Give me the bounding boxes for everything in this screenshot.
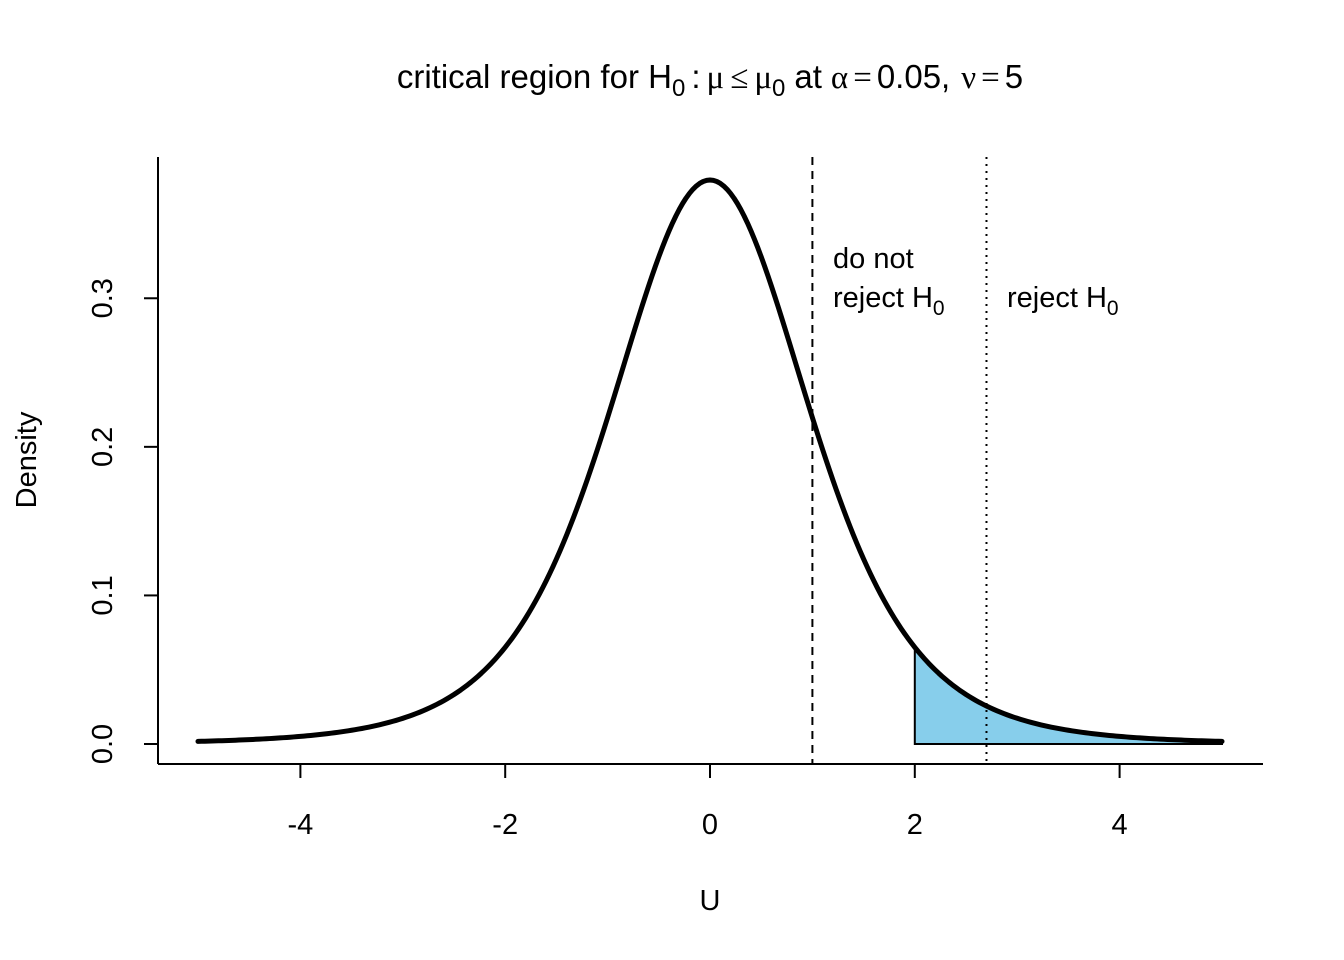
chart-title: critical region for H0: μ ≤ μ0 at α = 0.05, ν = 5 xyxy=(397,58,1023,102)
y-axis-label: Density xyxy=(11,411,43,508)
title-alpha-eq: = xyxy=(853,60,872,96)
title-nu-eq: = xyxy=(981,60,1000,96)
title-colon: : xyxy=(691,58,700,95)
x-tick-label: 0 xyxy=(702,809,718,841)
x-tick-label: -2 xyxy=(492,809,518,841)
annotation-reject-sub: 0 xyxy=(1107,297,1119,320)
title-nu: ν xyxy=(961,60,976,96)
title-prefix: critical region for H xyxy=(397,58,672,95)
y-tick-label: 0.0 xyxy=(87,724,119,764)
y-axis-ticks: 0.0 0.1 0.2 0.3 xyxy=(87,278,158,764)
annotation-do-not-reject-text: reject H xyxy=(833,282,933,314)
title-nu-val: 5 xyxy=(1005,58,1023,95)
title-le: ≤ xyxy=(730,60,748,96)
annotation-reject-text: reject H xyxy=(1007,282,1107,314)
y-tick-label: 0.3 xyxy=(87,278,119,318)
title-at: at xyxy=(794,58,822,95)
annotation-do-not-reject: reject H0 xyxy=(833,282,945,320)
x-axis-label: U xyxy=(700,885,721,917)
title-mu: μ xyxy=(706,60,724,96)
title-mu0: μ xyxy=(754,60,772,96)
title-h-sub: 0 xyxy=(672,75,685,102)
title-mu0-sub: 0 xyxy=(772,75,785,102)
density-curve xyxy=(195,177,1225,744)
x-axis-ticks: -4 -2 0 2 4 xyxy=(288,764,1128,841)
x-tick-label: -4 xyxy=(288,809,314,841)
x-tick-label: 4 xyxy=(1112,809,1128,841)
title-alpha: α xyxy=(831,60,848,96)
title-alpha-val: 0.05, xyxy=(877,58,950,95)
y-tick-label: 0.2 xyxy=(87,427,119,467)
annotation-do-not-reject-sub: 0 xyxy=(933,297,945,320)
annotation-reject: reject H0 xyxy=(1007,282,1119,320)
x-tick-label: 2 xyxy=(907,809,923,841)
y-tick-label: 0.1 xyxy=(87,575,119,615)
annotation-do-not: do not xyxy=(833,243,914,275)
